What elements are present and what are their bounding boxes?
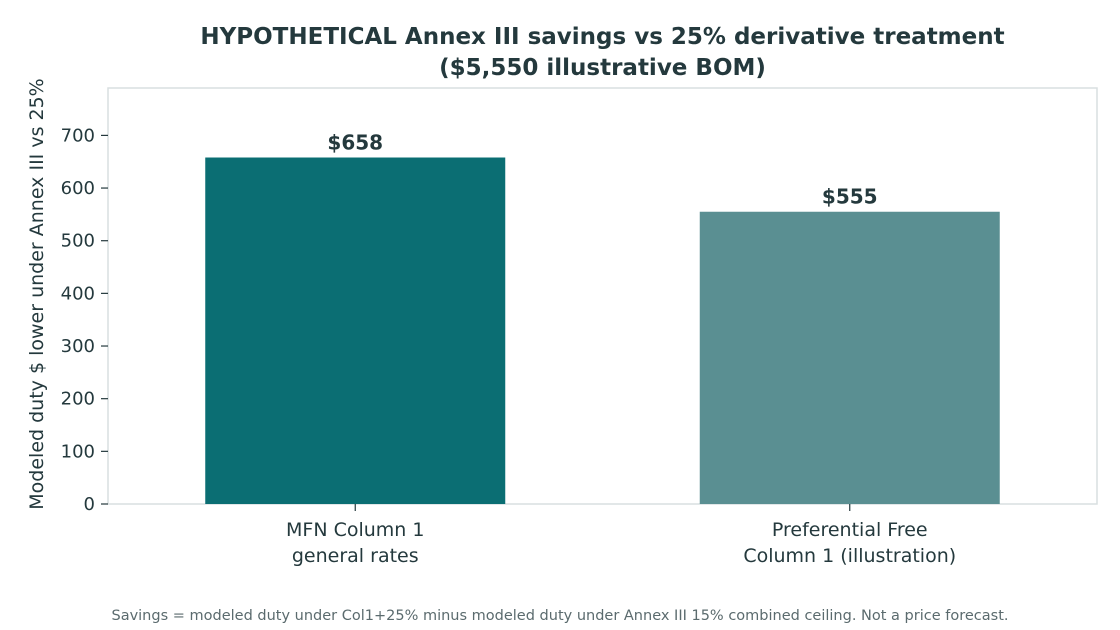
x-tick-label: Column 1 (illustration): [743, 545, 956, 567]
chart-title: HYPOTHETICAL Annex III savings vs 25% de…: [200, 24, 1005, 50]
x-tick-label: MFN Column 1: [286, 519, 424, 541]
bar-value-label: $658: [327, 131, 383, 155]
y-axis-label: Modeled duty $ lower under Annex III vs …: [26, 78, 48, 509]
footnote: Savings = modeled duty under Col1+25% mi…: [111, 608, 1009, 624]
y-tick-label: 300: [61, 336, 95, 357]
bar: [699, 211, 1000, 505]
y-tick-label: 100: [61, 441, 95, 462]
y-tick-label: 0: [84, 494, 95, 515]
bar: [205, 157, 506, 505]
bar-value-label: $555: [822, 185, 878, 209]
y-tick-label: 500: [61, 231, 95, 252]
plot-frame: [107, 87, 1098, 505]
y-tick-label: 400: [61, 283, 95, 304]
y-tick-label: 200: [61, 389, 95, 410]
bar-chart: 0 100 200 300 400 500 600 700 Modeled duty $ low…: [26, 78, 1098, 567]
x-tick-label: Preferential Free: [772, 519, 928, 541]
chart-subtitle: ($5,550 illustrative BOM): [439, 55, 766, 81]
y-tick-label: 600: [61, 178, 95, 199]
x-tick-label: general rates: [292, 545, 419, 567]
y-tick-label: 700: [61, 125, 95, 146]
